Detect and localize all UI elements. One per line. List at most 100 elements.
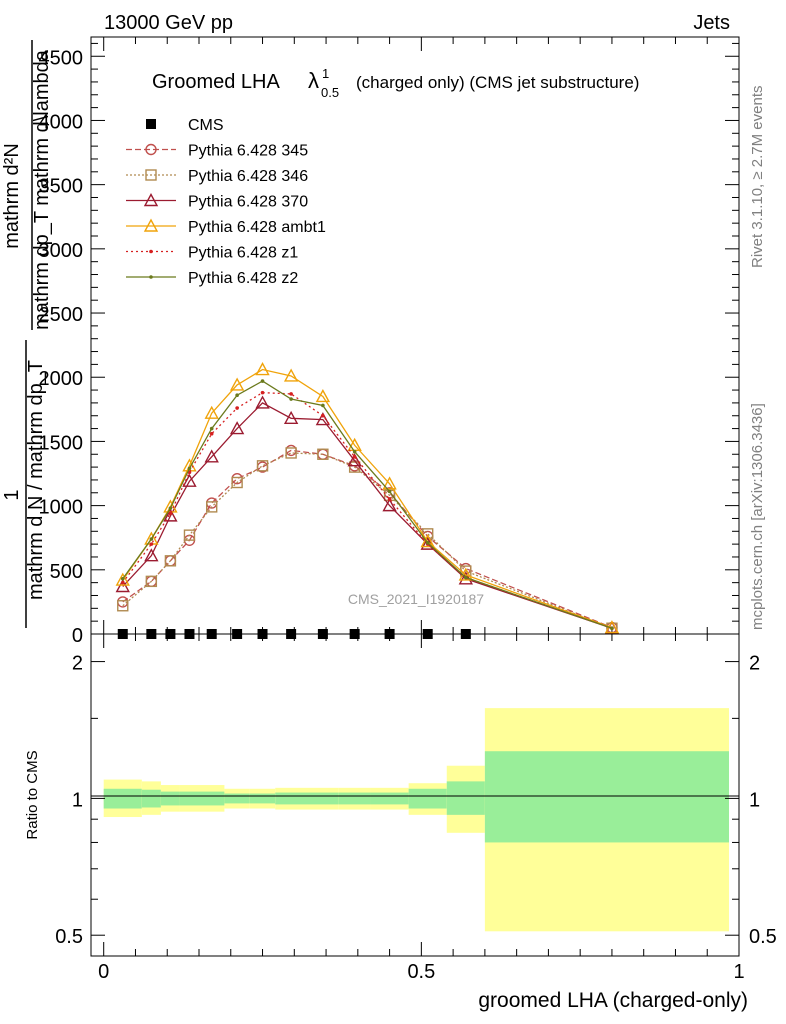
- ratio-ytick-label: 0.5: [55, 926, 83, 948]
- ratio-axis-ticks: 0.5 0.51 12 20 0.5 1: [55, 634, 777, 983]
- main-ytick-label: 2500: [39, 304, 84, 326]
- ylabel-bottom: mathrm d N / mathrm dp_T: [25, 360, 47, 600]
- ratio-band-inner: [408, 788, 447, 809]
- series-marker: [283, 368, 299, 382]
- cms-data-point: [146, 119, 156, 129]
- series-marker: [317, 448, 329, 460]
- series-marker: [235, 393, 239, 398]
- series-marker: [209, 426, 214, 431]
- series-marker: [283, 410, 299, 425]
- series-marker: [610, 626, 614, 631]
- legend-entry: Pythia 6.428 345: [126, 143, 308, 160]
- legend-label: Pythia 6.428 z1: [188, 245, 298, 262]
- series-marker: [352, 449, 357, 454]
- legend-entry: Pythia 6.428 z2: [126, 270, 298, 287]
- series-marker: [229, 421, 245, 435]
- ratio-band-inner: [160, 791, 180, 806]
- ylabel-denominator: mathrm dp_T mathrm d\lambda: [31, 49, 53, 330]
- ratio-xtick-label: 0: [98, 961, 109, 983]
- chart-title-lambda: λ: [308, 68, 319, 93]
- chart-title-sup: 1: [322, 66, 329, 81]
- series-line: [122, 368, 613, 629]
- series-marker: [115, 572, 130, 586]
- series-marker: [144, 548, 159, 562]
- series-marker: [321, 413, 325, 418]
- series-marker: [255, 362, 270, 376]
- ratio-band-inner: [141, 789, 161, 808]
- series-marker: [206, 501, 218, 513]
- main-ytick-label: 3000: [39, 240, 84, 262]
- ylabel-numerator: mathrm d²N: [1, 143, 23, 249]
- series-marker: [204, 405, 219, 419]
- ratio-ytick-label: 1: [72, 789, 83, 811]
- legend-label: Pythia 6.428 z2: [188, 270, 298, 287]
- ratio-xlabel: groomed LHA (charged-only): [478, 989, 748, 1012]
- series-marker: [289, 397, 293, 401]
- series-6: [120, 379, 614, 631]
- series-marker: [347, 453, 362, 467]
- series-marker: [143, 193, 159, 207]
- main-ytick-label: 2000: [39, 368, 84, 390]
- legend-label: Pythia 6.428 370: [188, 194, 308, 211]
- series-marker: [229, 377, 245, 391]
- ratio-ytick-label-right: 2: [749, 653, 760, 675]
- legend-entry: Pythia 6.428 346: [126, 168, 308, 185]
- watermark-label: CMS_2021_I1920187: [348, 591, 484, 607]
- legend-entry: Pythia 6.428 ambt1: [126, 218, 326, 236]
- main-ytick-label: 500: [50, 561, 83, 583]
- ratio-band-inner: [275, 792, 307, 805]
- main-ytick-label: 4500: [39, 47, 84, 69]
- series-marker: [149, 249, 153, 254]
- series-marker: [120, 576, 125, 581]
- series-marker: [382, 476, 397, 490]
- series-marker: [256, 460, 269, 472]
- series-marker: [145, 169, 157, 181]
- series-marker: [420, 534, 435, 548]
- legend-label: Pythia 6.428 345: [188, 143, 308, 160]
- ratio-ylabel: Ratio to CMS: [24, 750, 41, 839]
- ratio-panel: 0.5 0.51 12 20 0.5 1 Ratio to CMS groomed LHA…: [24, 633, 777, 1012]
- legend-entry: Pythia 6.428 370: [126, 193, 308, 211]
- legend-label: CMS: [188, 117, 224, 134]
- chart-title-sub: 0.5: [321, 85, 339, 100]
- series-marker: [163, 508, 178, 522]
- series-marker: [120, 580, 125, 585]
- ratio-band-inner: [103, 788, 142, 809]
- main-ytick-label: 1500: [39, 432, 84, 454]
- series-line: [122, 402, 613, 629]
- series-marker: [115, 579, 130, 593]
- series-marker: [321, 403, 325, 408]
- series-marker: [387, 497, 392, 501]
- series-marker: [143, 218, 159, 232]
- legend-entry: CMS: [146, 117, 224, 134]
- legend-entry: Pythia 6.428 z1: [126, 245, 298, 262]
- header-right: Jets: [693, 12, 730, 34]
- main-ytick-label: 0: [72, 625, 83, 647]
- series-marker: [231, 476, 243, 489]
- series-marker: [352, 455, 357, 459]
- series-marker: [164, 555, 177, 567]
- series-marker: [289, 392, 293, 396]
- ratio-band-inner: [446, 781, 485, 815]
- main-ylabel: mathrm d²N mathrm dp_T mathrm d\lambda 1…: [1, 40, 53, 628]
- series-marker: [117, 600, 129, 612]
- series-marker: [260, 390, 265, 395]
- ratio-band-inner: [179, 791, 199, 806]
- main-ytick-label: 1000: [39, 497, 84, 519]
- series-marker: [464, 575, 468, 580]
- ratio-xtick-label: 1: [733, 961, 744, 983]
- series-marker: [255, 395, 270, 409]
- series-marker: [209, 431, 214, 436]
- ratio-band-inner: [484, 751, 729, 843]
- ratio-ytick-label: 2: [72, 653, 83, 675]
- main-ytick-label: 3500: [39, 176, 84, 198]
- ratio-band-inner: [307, 792, 339, 805]
- series-marker: [235, 406, 239, 410]
- series-marker: [168, 506, 173, 510]
- ratio-xtick-label: 0.5: [407, 961, 435, 983]
- series-marker: [315, 389, 331, 403]
- header-left: 13000 GeV pp: [104, 12, 233, 34]
- main-panel: 0 500 1000 1500 2000 2500 3000 3500 4000 4500 Gro…: [1, 36, 740, 647]
- rivet-label: Rivet 3.1.10, ≥ 2.7M events: [749, 86, 766, 269]
